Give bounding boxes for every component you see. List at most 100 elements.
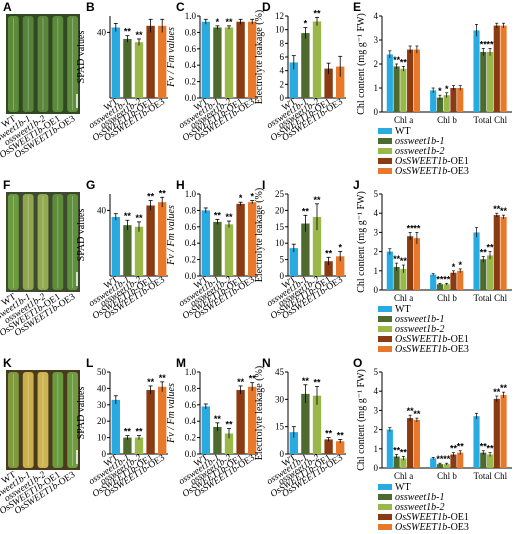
legend-label: ossweet1b-1 xyxy=(395,136,444,147)
bar xyxy=(146,25,155,99)
panel-letter: E xyxy=(353,0,361,14)
y-tick-label: 5 xyxy=(280,255,285,265)
y-tick-label: 0 xyxy=(280,271,285,281)
y-tick-label: 0.0 xyxy=(185,449,197,459)
significance-marker: ** xyxy=(325,248,333,258)
legend-genotype: WT xyxy=(395,126,411,137)
legend-swatch xyxy=(378,524,392,530)
bar xyxy=(158,202,167,276)
y-axis-label: Fv / Fm values xyxy=(166,205,177,266)
bar xyxy=(473,30,480,112)
bar xyxy=(393,456,400,468)
y-tick-label: 1.0 xyxy=(185,367,197,377)
y-tick-label: 40 xyxy=(97,27,107,37)
legend-label: ossweet1b-1 xyxy=(395,492,444,503)
bar xyxy=(336,441,345,454)
bar xyxy=(123,437,132,454)
y-tick-label: 0.4 xyxy=(185,60,197,70)
bar xyxy=(158,25,167,99)
y-tick-label: 0 xyxy=(374,463,379,473)
leaf-blade xyxy=(37,16,49,112)
y-tick-label: 0.6 xyxy=(185,400,197,410)
panel-M: 0.00.20.40.60.81.0****** **Fv / Fm values… xyxy=(166,367,258,500)
y-tick-label: 0.0 xyxy=(185,93,197,103)
significance-marker: ** xyxy=(313,378,321,388)
figure-row-2: F G H I JWTossweet1b-1ossweet1b-2OsSWEET1b-O… xyxy=(0,178,512,355)
legend-label: ossweet1b-2 xyxy=(395,146,444,157)
x-tick-label: Total Chl xyxy=(474,471,508,481)
legend-swatch xyxy=(378,128,392,134)
bar xyxy=(111,216,120,276)
legend-genotype: WT xyxy=(395,304,411,315)
bar xyxy=(301,223,310,276)
y-tick-label: 0.4 xyxy=(185,238,197,248)
bar xyxy=(301,393,310,454)
bar xyxy=(111,399,120,454)
legend-swatch xyxy=(378,504,392,510)
legend-swatch xyxy=(378,158,392,164)
bar xyxy=(134,437,144,454)
y-tick-label: 10 xyxy=(97,433,107,443)
bar xyxy=(473,416,480,468)
bar xyxy=(493,215,500,290)
significance-marker: ** xyxy=(493,204,501,214)
y-tick-label: 2 xyxy=(374,425,379,435)
y-axis-label: SPAD values xyxy=(76,387,87,440)
y-tick-label: 12 xyxy=(275,11,284,21)
bar xyxy=(457,452,464,468)
bar xyxy=(248,386,257,454)
y-tick-label: 5 xyxy=(374,367,379,377)
bar xyxy=(500,217,507,290)
legend: WTossweet1b-1ossweet1b-2OsSWEET1b-OE1OsS… xyxy=(378,304,469,355)
y-axis-label: Fv / Fm values xyxy=(166,383,177,444)
legend-label: OsSWEET1b-OE1 xyxy=(395,334,469,345)
bar xyxy=(480,452,487,468)
significance-marker: * xyxy=(338,242,342,252)
significance-marker: * xyxy=(250,192,254,202)
significance-marker: ** xyxy=(393,254,401,264)
bar xyxy=(436,284,444,290)
y-tick-label: 0.2 xyxy=(185,77,196,87)
y-axis-label: Chl content (mg g⁻¹ FW) xyxy=(356,369,367,471)
bar xyxy=(386,54,393,112)
significance-marker: ** xyxy=(443,274,451,284)
y-tick-label: 2 xyxy=(280,79,285,89)
y-tick-label: 6 xyxy=(280,52,285,62)
bar xyxy=(134,226,144,276)
panel-letter: A xyxy=(3,0,12,14)
bar xyxy=(324,261,333,276)
y-axis-label: Electrolyte leakage (%) xyxy=(254,10,265,104)
bar xyxy=(146,390,155,454)
legend-genotype: ossweet1b-2 xyxy=(395,146,444,157)
legend-swatch xyxy=(378,306,392,312)
leaf-blade xyxy=(37,372,49,468)
legend-genotype: ossweet1b-1 xyxy=(395,314,444,325)
y-tick-label: 10 xyxy=(275,238,285,248)
panel-B: 40 ** **SPAD valuesWTossweet1b-1ossweet1b-… xyxy=(76,16,168,144)
significance-marker: * xyxy=(216,17,220,27)
bar xyxy=(493,25,500,113)
significance-marker: ** xyxy=(393,55,401,65)
bar xyxy=(312,395,322,454)
y-tick-label: 45 xyxy=(275,367,285,377)
bar xyxy=(146,205,155,276)
legend-label: OsSWEET1b-OE3 xyxy=(395,166,469,177)
legend-genotype: ossweet1b-2 xyxy=(395,502,444,513)
y-tick-label: 4 xyxy=(280,66,285,76)
legend-genotype: ossweet1b-2 xyxy=(395,324,444,335)
y-tick-label: 2 xyxy=(374,247,379,257)
y-tick-label: 15 xyxy=(275,222,285,232)
bar xyxy=(312,216,322,276)
bar xyxy=(500,25,507,113)
legend-swatch xyxy=(378,326,392,332)
legend-genotype-suffix: -OE1 xyxy=(447,334,469,345)
bar xyxy=(111,27,120,99)
y-tick-label: 0 xyxy=(280,449,285,459)
leaf-blade xyxy=(8,194,19,290)
bar xyxy=(480,259,487,290)
y-tick-label: 0 xyxy=(280,93,285,103)
